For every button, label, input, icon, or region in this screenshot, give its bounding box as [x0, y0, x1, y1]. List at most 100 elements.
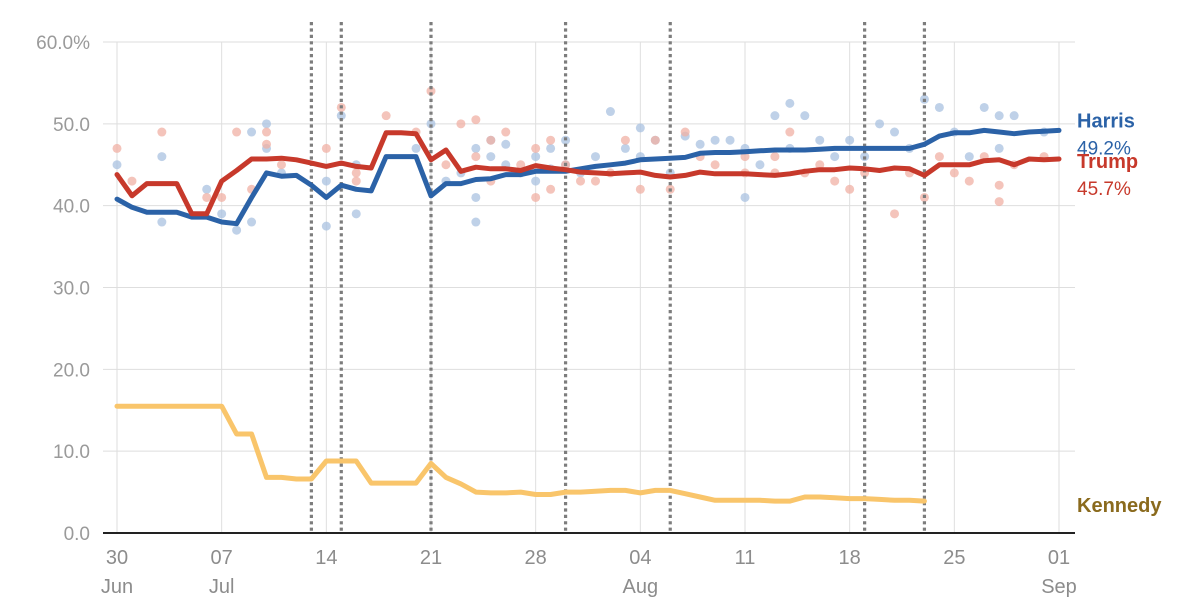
trump-poll-dot [471, 115, 481, 125]
x-tick-label: 14 [315, 547, 337, 569]
trump-average-line [114, 130, 1062, 217]
harris-poll-dot [157, 152, 167, 162]
trump-poll-dot [262, 139, 272, 149]
trump-poll-dot [964, 176, 974, 186]
harris-poll-dot [157, 217, 167, 227]
harris-poll-dot [471, 217, 481, 227]
trump-poll-dot [157, 127, 167, 137]
harris-poll-dot [112, 160, 122, 170]
kennedy-average-line [114, 403, 927, 504]
trump-poll-dot [531, 143, 541, 153]
harris-poll-dot [471, 192, 481, 202]
trump-poll-dot [217, 192, 227, 202]
harris-poll-dot [232, 225, 242, 235]
harris-poll-dot [770, 111, 780, 121]
harris-poll-dot [695, 139, 705, 149]
x-tick-month-label: Sep [1041, 576, 1077, 598]
trump-poll-dot [635, 184, 645, 194]
trump-poll-dot [845, 184, 855, 194]
harris-poll-dot [785, 98, 795, 108]
trump-poll-dot [546, 184, 556, 194]
harris-poll-dot [247, 127, 257, 137]
harris-poll-dot [247, 217, 257, 227]
harris-poll-dot [531, 152, 541, 162]
x-tick-label: 21 [420, 547, 442, 569]
trump-poll-dot [441, 160, 451, 170]
trump-poll-dot [426, 86, 436, 96]
harris-poll-dot [994, 111, 1004, 121]
harris-poll-dot [411, 143, 421, 153]
harris-poll-dot [202, 184, 212, 194]
trump-end-label: Trump [1077, 151, 1138, 173]
harris-poll-dot [605, 107, 615, 117]
y-tick-label: 10.0 [53, 442, 90, 463]
trump-poll-dot [202, 192, 212, 202]
harris-poll-dot [740, 192, 750, 202]
trump-poll-dot [456, 119, 466, 129]
harris-poll-dot [725, 135, 735, 145]
trump-poll-dot [934, 152, 944, 162]
y-tick-label: 50.0 [53, 115, 90, 136]
trump-poll-dot [471, 152, 481, 162]
x-tick-label: 11 [735, 547, 756, 569]
trump-poll-dot [785, 127, 795, 137]
harris-poll-dot [710, 135, 720, 145]
harris-poll-dot [890, 127, 900, 137]
x-tick-month-label: Aug [623, 576, 659, 598]
harris-poll-dot [486, 152, 496, 162]
y-tick-label: 60.0% [36, 33, 90, 54]
x-tick-label: 18 [839, 547, 861, 569]
trump-poll-dot [381, 111, 391, 121]
trump-poll-dot [710, 160, 720, 170]
trump-poll-dot [770, 152, 780, 162]
harris-poll-dot [635, 123, 645, 133]
harris-poll-dot [964, 152, 974, 162]
trump-poll-dot [351, 176, 361, 186]
event-lines [309, 22, 927, 533]
trump-poll-dot [516, 160, 526, 170]
x-tick-month-label: Jun [101, 576, 133, 598]
harris-end-value: 49.2% [1077, 138, 1131, 159]
trump-poll-dot [486, 135, 496, 145]
harris-poll-dot [217, 209, 227, 219]
trump-poll-dot [112, 143, 122, 153]
y-axis-tick-labels: 0.0 10.0 20.0 30.0 40.0 50.0 60.0% [36, 33, 90, 545]
trump-end-value: 45.7% [1077, 179, 1131, 200]
series-end-labels: Harris 49.2%Trump 45.7% Kennedy [1077, 110, 1162, 517]
trump-poll-dot [620, 135, 630, 145]
trump-poll-dot [994, 180, 1004, 190]
harris-poll-dot [620, 143, 630, 153]
trump-poll-dot [994, 197, 1004, 207]
harris-poll-dot [501, 139, 511, 149]
y-tick-label: 40.0 [53, 197, 90, 218]
harris-poll-dot [979, 102, 989, 112]
x-axis-tick-labels: 30 Jun 07 Jul 14 21 28 04 Aug 11 18 25 01 Sep [101, 547, 1077, 598]
harris-poll-dot [321, 221, 331, 231]
trump-poll-dot [815, 160, 825, 170]
trump-poll-dot [830, 176, 840, 186]
trump-poll-dot [232, 127, 242, 137]
harris-poll-dot [351, 209, 361, 219]
harris-poll-dot [590, 152, 600, 162]
x-tick-label: 30 [106, 547, 128, 569]
harris-poll-dot [471, 143, 481, 153]
trump-poll-dot [321, 143, 331, 153]
harris-poll-dot [815, 135, 825, 145]
harris-poll-dot [845, 135, 855, 145]
trump-poll-dot [590, 176, 600, 186]
trump-poll-dot [576, 176, 586, 186]
trump-poll-dot [890, 209, 900, 219]
trump-poll-dot [531, 192, 541, 202]
trump-poll-dot [351, 168, 361, 178]
average-lines [114, 127, 1062, 504]
y-tick-label: 20.0 [53, 360, 90, 381]
x-tick-label: 28 [525, 547, 547, 569]
trump-poll-dot [949, 168, 959, 178]
trump-poll-dot [546, 135, 556, 145]
harris-poll-dot [755, 160, 765, 170]
y-tick-label: 0.0 [64, 524, 90, 545]
gridlines [103, 41, 1075, 533]
trump-poll-dot [501, 127, 511, 137]
x-tick-month-label: Jul [209, 576, 235, 598]
